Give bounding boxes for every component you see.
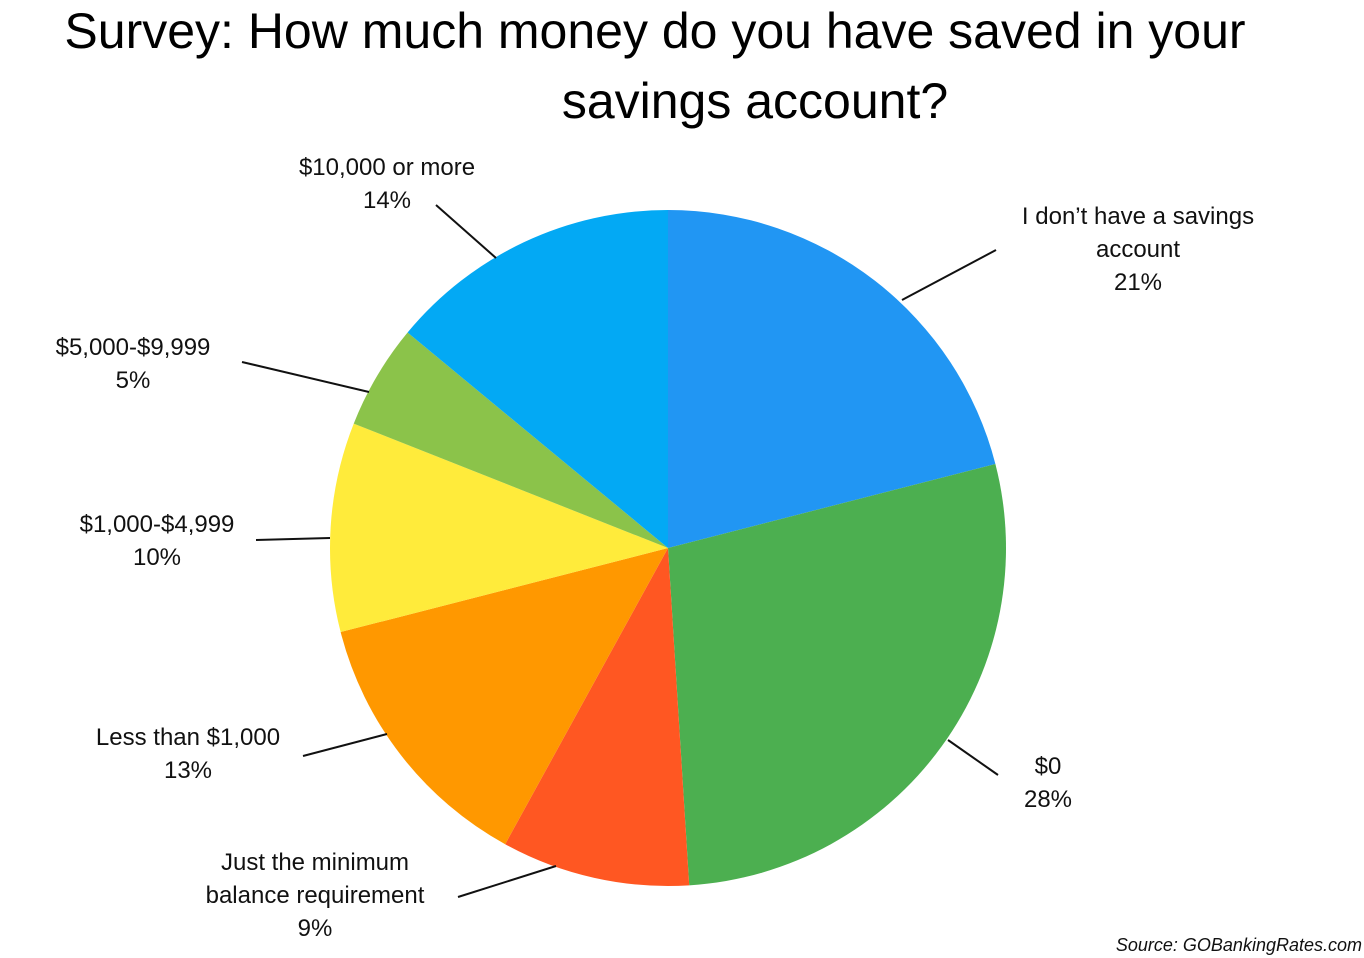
leader-line-3 xyxy=(302,733,388,757)
slice-percent-1: 28% xyxy=(1024,786,1072,813)
leader-line-4 xyxy=(255,537,331,541)
leader-line-6 xyxy=(435,204,497,259)
slice-label-5: $5,000-$9,999 5% xyxy=(56,334,211,394)
leader-line-5 xyxy=(241,361,370,393)
slice-percent-4: 10% xyxy=(133,544,181,571)
slice-label-line-5-0: $5,000-$9,999 xyxy=(56,334,211,361)
pie-slice-4 xyxy=(330,423,668,633)
slice-percent-5: 5% xyxy=(116,367,151,394)
slice-percent-2: 9% xyxy=(298,915,333,942)
slice-label-2: Just the minimum balance requirement 9% xyxy=(206,849,425,942)
slice-percent-6: 14% xyxy=(363,187,411,214)
slice-percent-0: 21% xyxy=(1114,269,1162,296)
slice-labels: I don’t have a savings account 21%$0 28%Jus… xyxy=(56,154,1254,942)
slice-label-4: $1,000-$4,999 10% xyxy=(80,511,235,571)
pie-slice-0 xyxy=(668,210,996,548)
chart-title-line-2: savings account? xyxy=(562,73,948,129)
slice-label-line-0-0: I don’t have a savings xyxy=(1022,203,1254,230)
slice-label-line-2-0: Just the minimum xyxy=(221,849,409,876)
chart-title: Survey: How much money do you have saved… xyxy=(64,3,1245,129)
slice-label-6: $10,000 or more 14% xyxy=(299,154,475,214)
chart-title-line-1: Survey: How much money do you have saved… xyxy=(64,3,1245,59)
leader-line-0 xyxy=(901,249,997,301)
source-note: Source: GOBankingRates.com xyxy=(1116,935,1362,955)
slice-label-line-4-0: $1,000-$4,999 xyxy=(80,511,235,538)
pie-slices xyxy=(330,210,1006,886)
leader-lines xyxy=(241,204,999,898)
pie-slice-6 xyxy=(407,210,668,548)
slice-label-0: I don’t have a savings account 21% xyxy=(1022,203,1254,296)
leader-line-2 xyxy=(457,865,557,898)
pie-slice-3 xyxy=(340,548,668,845)
slice-label-line-2-1: balance requirement xyxy=(206,882,425,909)
leader-line-1 xyxy=(947,739,999,776)
slice-label-line-1-0: $0 xyxy=(1035,753,1062,780)
pie-slice-5 xyxy=(353,332,668,548)
slice-label-line-0-1: account xyxy=(1096,236,1180,263)
slice-percent-3: 13% xyxy=(164,757,212,784)
pie-slice-2 xyxy=(505,548,690,886)
slice-label-line-6-0: $10,000 or more xyxy=(299,154,475,181)
pie-slice-1 xyxy=(668,463,1006,886)
slice-label-3: Less than $1,000 13% xyxy=(96,724,280,784)
slice-label-line-3-0: Less than $1,000 xyxy=(96,724,280,751)
slice-label-1: $0 28% xyxy=(1024,753,1072,813)
